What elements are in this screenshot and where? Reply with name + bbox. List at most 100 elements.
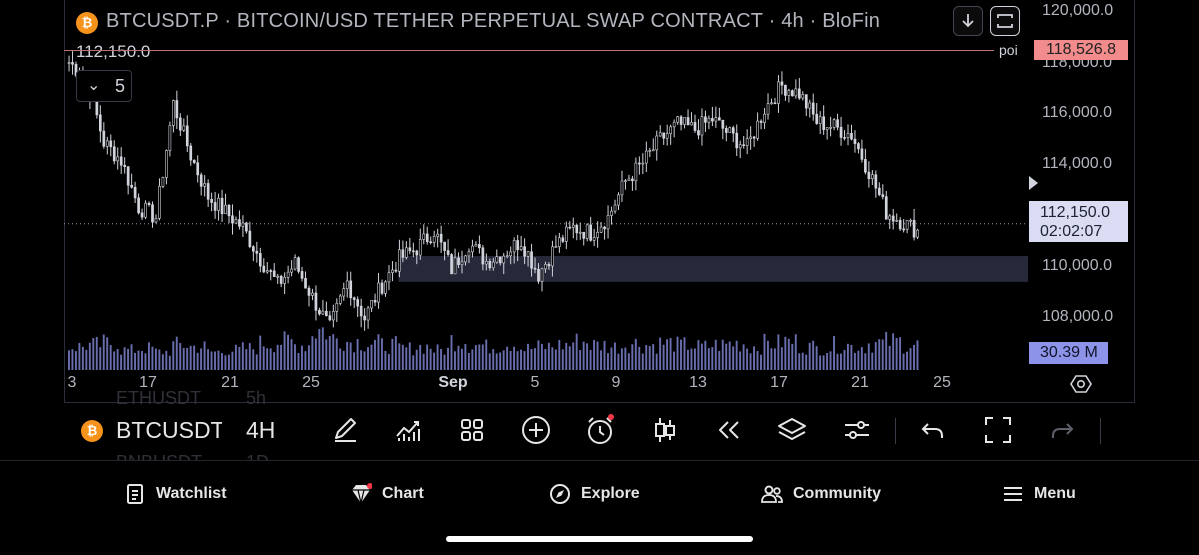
volume-bar bbox=[182, 347, 185, 370]
home-indicator bbox=[446, 536, 753, 542]
alarm-icon[interactable] bbox=[585, 414, 615, 446]
volume-bar bbox=[530, 348, 533, 370]
grid-icon[interactable] bbox=[457, 414, 487, 446]
volume-bar bbox=[380, 338, 383, 370]
ghost-watchlist-interval: 5h bbox=[246, 388, 267, 408]
volume-bar bbox=[631, 344, 634, 370]
volume-bar bbox=[523, 351, 526, 370]
settings-sliders-icon[interactable] bbox=[842, 414, 872, 446]
fullscreen-toggle-button[interactable] bbox=[990, 6, 1020, 36]
volume-bar bbox=[137, 350, 140, 370]
volume-bar bbox=[123, 347, 126, 370]
nav-label: Menu bbox=[1034, 485, 1076, 502]
volume-bar bbox=[777, 334, 780, 370]
volume-bar bbox=[617, 353, 620, 370]
volume-bar bbox=[753, 346, 755, 370]
candles-icon[interactable] bbox=[650, 414, 680, 446]
volume-bar bbox=[273, 352, 276, 370]
candle-body bbox=[491, 261, 495, 269]
candle-body bbox=[759, 120, 763, 123]
candle-body bbox=[432, 236, 436, 243]
chart-panel[interactable] bbox=[64, 0, 1135, 402]
candle-body bbox=[265, 270, 269, 273]
volume-bar bbox=[262, 346, 265, 370]
layers-icon[interactable] bbox=[777, 414, 807, 446]
candle-body bbox=[888, 215, 892, 220]
nav-explore[interactable]: Explore bbox=[549, 480, 640, 508]
indicators-icon[interactable] bbox=[393, 414, 423, 446]
volume-bar bbox=[85, 349, 88, 370]
poi-horizontal-line[interactable] bbox=[64, 50, 994, 51]
candle-body bbox=[119, 156, 123, 166]
volume-bar bbox=[603, 340, 606, 370]
candle-body bbox=[464, 255, 467, 263]
volume-bar bbox=[888, 345, 891, 370]
nav-community[interactable]: Community bbox=[761, 480, 881, 508]
volume-bar bbox=[659, 337, 662, 370]
nav-label: Watchlist bbox=[156, 485, 227, 502]
undo-icon[interactable] bbox=[918, 414, 948, 446]
candle-body bbox=[627, 178, 631, 181]
volume-bar bbox=[513, 346, 516, 370]
candle-body bbox=[690, 122, 693, 126]
volume-bar bbox=[607, 353, 609, 370]
volume-bar bbox=[217, 350, 220, 370]
replay-icon[interactable] bbox=[713, 414, 743, 446]
candle-body bbox=[227, 204, 231, 217]
volume-bar bbox=[544, 349, 547, 370]
download-button[interactable] bbox=[953, 6, 983, 36]
volume-bar bbox=[579, 350, 582, 370]
candle-body bbox=[252, 246, 255, 252]
volume-bar bbox=[460, 348, 463, 370]
nav-chart[interactable]: Chart bbox=[350, 480, 424, 508]
candle-body bbox=[224, 204, 227, 215]
time-axis[interactable]: 3 17 21 25 Sep 5 9 13 17 21 25 bbox=[0, 374, 1199, 396]
toolbar-divider bbox=[1100, 418, 1101, 444]
symbol-button[interactable]: BTCUSDT.P bbox=[116, 417, 222, 443]
volume-bar bbox=[683, 337, 686, 370]
volume-bar bbox=[307, 345, 310, 370]
plus-circle-icon[interactable] bbox=[521, 414, 551, 446]
volume-bar bbox=[815, 346, 818, 370]
candle-body bbox=[857, 143, 860, 150]
candle-body bbox=[881, 194, 885, 197]
candle-body bbox=[669, 126, 673, 134]
volume-bar bbox=[878, 339, 881, 370]
candle-body bbox=[578, 231, 582, 234]
panel-divider-right bbox=[1134, 0, 1135, 460]
time-axis-label: 21 bbox=[221, 374, 239, 391]
nav-menu[interactable]: Menu bbox=[1002, 480, 1076, 508]
indicators-collapse-button[interactable]: ⌄ 5 bbox=[76, 70, 132, 102]
candle-body bbox=[777, 81, 780, 104]
candle-body bbox=[485, 261, 488, 265]
fullscreen-icon[interactable] bbox=[983, 414, 1013, 446]
nav-watchlist[interactable]: Watchlist bbox=[124, 480, 227, 508]
candle-body bbox=[481, 247, 485, 265]
volume-bar bbox=[690, 348, 693, 370]
volume-bar bbox=[700, 343, 703, 370]
volume-bar bbox=[735, 340, 738, 370]
candle-body bbox=[311, 292, 314, 296]
volume-bar bbox=[478, 344, 481, 370]
volume-bar bbox=[794, 334, 797, 370]
volume-bar bbox=[756, 350, 759, 370]
volume-bar bbox=[572, 342, 575, 370]
candle-body bbox=[512, 240, 516, 253]
candle-body bbox=[742, 144, 746, 147]
volume-bar bbox=[283, 331, 286, 370]
volume-bar bbox=[227, 354, 230, 370]
chart-settings-icon[interactable] bbox=[1070, 373, 1092, 395]
volume-bar bbox=[81, 346, 84, 370]
chart-title[interactable]: BTCUSDT.P · BITCOIN/USD TETHER PERPETUAL… bbox=[106, 10, 881, 32]
interval-button[interactable]: 4H bbox=[246, 417, 276, 443]
redo-icon[interactable] bbox=[1047, 414, 1077, 446]
volume-bar bbox=[433, 352, 436, 370]
volume-bar bbox=[808, 342, 811, 370]
candlestick-plot[interactable] bbox=[64, 0, 1028, 370]
nav-label: Explore bbox=[581, 485, 640, 502]
pencil-icon[interactable] bbox=[330, 414, 360, 446]
panel-divider-left bbox=[64, 0, 65, 460]
volume-bar bbox=[537, 340, 540, 370]
bitcoin-icon: ₿ bbox=[81, 420, 103, 442]
nav-label: Chart bbox=[382, 485, 424, 502]
